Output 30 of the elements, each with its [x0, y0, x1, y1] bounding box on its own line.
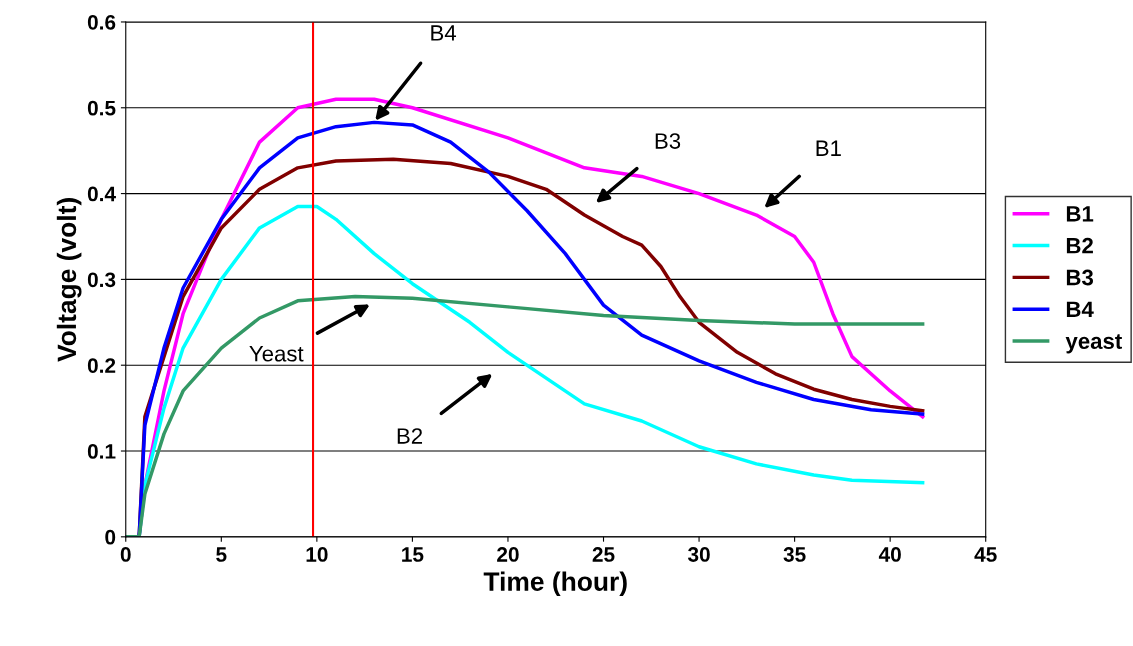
y-tick-label: 0.3 — [87, 272, 116, 288]
y-tick-label: 0.4 — [87, 186, 116, 202]
legend-label: B4 — [1066, 301, 1094, 317]
annotation: Yeast — [249, 346, 304, 362]
x-tick-label: 0 — [120, 547, 131, 562]
annotation: B4 — [431, 25, 457, 41]
y-tick-label: 0.1 — [87, 444, 116, 459]
line-series — [125, 294, 925, 537]
x-tick-label: 20 — [497, 547, 519, 562]
x-tick-label: 30 — [687, 547, 710, 562]
legend-label: B1 — [1066, 206, 1094, 222]
annotation: B1 — [816, 140, 841, 156]
y-tick-label: 0 — [105, 529, 116, 545]
annotation: B3 — [655, 133, 681, 149]
x-tick-label: 40 — [878, 547, 901, 562]
y-tick-label: 0.2 — [87, 358, 116, 373]
x-tick-label: 15 — [402, 547, 424, 562]
y-axis-title: Voltage (volt) — [56, 198, 82, 362]
x-tick-label: 35 — [783, 547, 806, 562]
legend-label: B3 — [1066, 269, 1094, 286]
x-tick-label: 10 — [306, 547, 328, 562]
y-tick-label: 0.6 — [87, 14, 116, 30]
legend-label: yeast — [1065, 334, 1122, 354]
x-axis-title: Time (hour) — [483, 571, 627, 597]
x-tick-label: 45 — [974, 547, 997, 562]
y-tick-label: 0.5 — [87, 100, 116, 116]
annotation: B2 — [397, 428, 423, 444]
x-tick-label: 25 — [592, 547, 615, 562]
x-tick-label: 5 — [216, 547, 227, 562]
legend-label: B2 — [1066, 237, 1093, 254]
